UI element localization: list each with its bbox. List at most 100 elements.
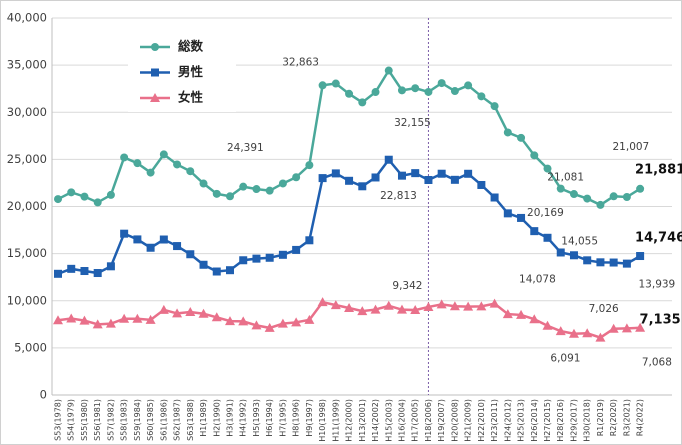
data-point [371, 88, 380, 97]
data-point [330, 300, 341, 310]
data-point [305, 161, 314, 170]
x-tick-label: S59(1984) [133, 399, 142, 441]
data-point [437, 79, 446, 88]
data-point [252, 185, 261, 194]
data-point [476, 301, 487, 311]
x-tick-label: S53(1978) [54, 399, 63, 441]
value-label: 14,055 [561, 236, 598, 248]
data-point [636, 252, 645, 261]
data-point [582, 328, 593, 338]
x-tick-label: H14(2002) [371, 399, 380, 442]
data-point [304, 314, 315, 324]
x-tick-label: H1(1989) [199, 399, 208, 437]
data-point [635, 322, 646, 332]
x-tick-label: H13(2001) [358, 399, 367, 442]
data-point [186, 167, 195, 176]
x-tick-label: H19(2007) [437, 399, 446, 442]
x-tick-label: H30(2018) [583, 399, 592, 442]
data-point [93, 269, 102, 278]
data-point [224, 316, 235, 326]
x-tick-label: H8(1996) [292, 399, 301, 437]
data-point [621, 323, 632, 333]
value-label: 24,391 [227, 142, 264, 154]
data-point [396, 304, 407, 314]
data-point [477, 180, 486, 189]
data-point [358, 98, 367, 107]
data-point [436, 299, 447, 309]
legend-label: 男性 [178, 64, 204, 79]
data-point [146, 168, 155, 177]
data-point [609, 258, 618, 267]
x-tick-label: H27(2015) [543, 399, 552, 442]
data-point [305, 236, 314, 245]
data-point [622, 193, 631, 202]
data-point [120, 229, 129, 238]
data-point [278, 179, 287, 188]
y-tick-label: 15,000 [7, 246, 47, 260]
data-point [489, 298, 500, 308]
data-point [173, 242, 182, 251]
x-tick-label: S58(1983) [120, 399, 129, 441]
data-point [277, 318, 288, 328]
value-label: 21,007 [613, 141, 650, 153]
data-point [424, 87, 433, 96]
x-tick-label: R3(2021) [622, 399, 631, 436]
x-tick-label: H26(2014) [530, 399, 539, 442]
data-point [145, 314, 156, 324]
x-tick-label: H24(2012) [503, 399, 512, 442]
data-point [542, 320, 553, 330]
x-tick-label: H3(1991) [225, 399, 234, 437]
data-point [119, 313, 130, 323]
data-point [569, 251, 578, 260]
data-point [345, 89, 354, 98]
data-point [292, 173, 301, 182]
data-point [239, 182, 248, 191]
data-point [173, 160, 182, 169]
data-point [186, 250, 195, 259]
x-tick-label: H17(2005) [411, 399, 420, 442]
data-point [384, 66, 393, 75]
value-label: 32,155 [394, 117, 431, 129]
x-tick-label: R4(2022) [636, 399, 645, 436]
data-point [172, 308, 183, 318]
x-tick-label: H28(2016) [556, 399, 565, 442]
data-point [212, 189, 221, 198]
data-point [556, 248, 565, 257]
data-point [93, 198, 102, 207]
data-point [265, 186, 274, 195]
data-point [596, 258, 605, 267]
data-point [132, 313, 143, 323]
value-label: 21,081 [547, 171, 584, 183]
data-point [54, 195, 62, 204]
data-point [411, 84, 420, 93]
data-point [397, 86, 406, 95]
x-tick-label: H12(2000) [345, 399, 354, 442]
value-label: 7,068 [642, 356, 672, 368]
data-point [529, 314, 540, 324]
legend-marker [150, 93, 160, 102]
data-point [345, 176, 354, 185]
data-point [636, 184, 645, 193]
data-point [608, 323, 619, 333]
data-point [133, 235, 142, 244]
legend-marker [151, 68, 159, 77]
data-point [450, 87, 459, 96]
y-tick-label: 30,000 [7, 105, 47, 119]
data-point [556, 184, 565, 193]
data-point [146, 243, 155, 252]
data-point [490, 193, 499, 202]
x-tick-label: S54(1979) [67, 399, 76, 441]
value-label: 20,169 [527, 207, 564, 219]
data-point [133, 159, 142, 168]
x-tick-label: H20(2008) [450, 399, 459, 442]
data-point [543, 233, 552, 242]
x-tick-label: H11(1999) [331, 399, 340, 442]
data-point [331, 79, 340, 88]
data-point [464, 81, 473, 90]
data-point [517, 213, 526, 222]
y-tick-label: 20,000 [7, 199, 47, 213]
data-point [437, 169, 446, 178]
x-tick-label: S55(1980) [80, 399, 89, 441]
data-point [463, 301, 474, 311]
x-tick-label: S56(1981) [93, 399, 102, 441]
